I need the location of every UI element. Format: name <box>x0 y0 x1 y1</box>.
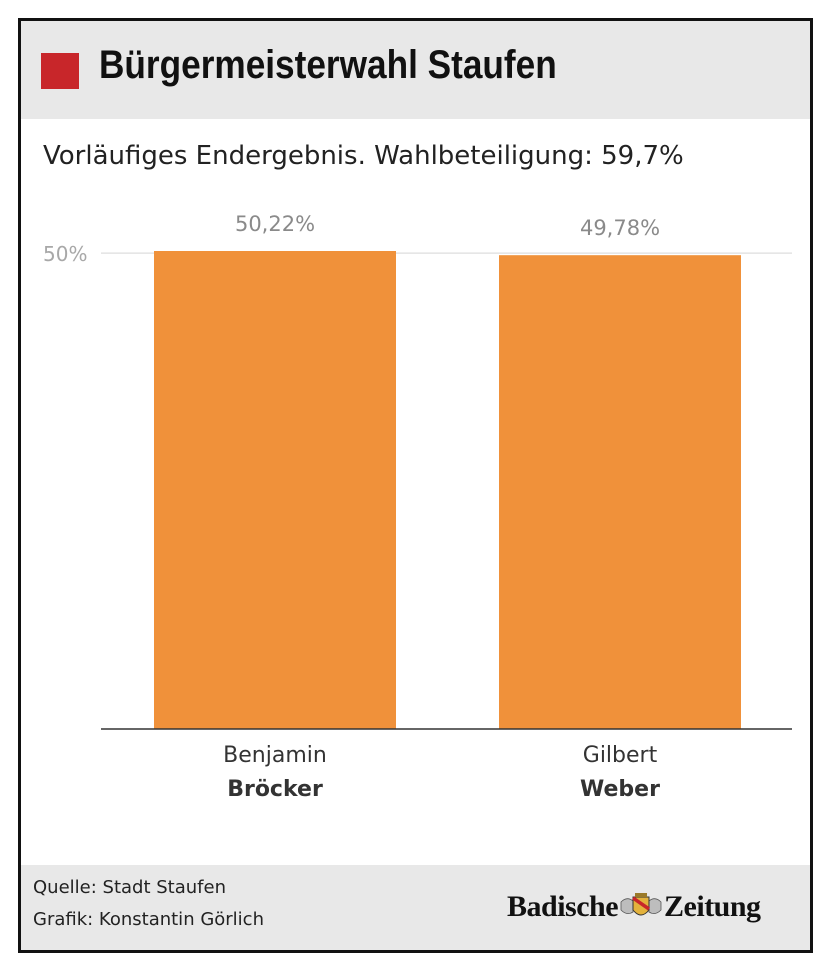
x-tick-label-last-1: Weber <box>580 777 660 802</box>
x-tick-label-first-0: Benjamin <box>223 743 327 768</box>
bar-1 <box>499 255 741 729</box>
newspaper-logo: Badische Zeitung <box>507 887 761 927</box>
chart-frame: Bürgermeisterwahl Staufen Vorläufiges En… <box>18 18 813 953</box>
credit-text: Grafik: Konstantin Görlich <box>33 909 264 930</box>
data-label-0: 50,22% <box>235 212 315 236</box>
bar-0 <box>154 251 396 729</box>
logo-text-left: Badische <box>507 890 619 923</box>
logo-text-right: Zeitung <box>664 890 761 923</box>
x-tick-label-last-0: Bröcker <box>227 777 323 802</box>
bar-chart: 50% 50,22% 49,78% Benjamin Bröcker Gilbert Web… <box>43 212 792 802</box>
footer: Quelle: Stadt Staufen Grafik: Konstantin… <box>21 865 810 950</box>
data-label-1: 49,78% <box>580 216 660 240</box>
header: Bürgermeisterwahl Staufen <box>21 21 810 119</box>
chart-subtitle: Vorläufiges Endergebnis. Wahlbeteiligung… <box>43 141 684 171</box>
source-text: Quelle: Stadt Staufen <box>33 877 226 898</box>
coat-of-arms-icon <box>619 892 663 922</box>
page-title: Bürgermeisterwahl Staufen <box>99 43 557 87</box>
accent-square <box>41 53 79 89</box>
y-tick-label-0: 50% <box>43 242 87 266</box>
x-tick-label-first-1: Gilbert <box>583 743 658 768</box>
